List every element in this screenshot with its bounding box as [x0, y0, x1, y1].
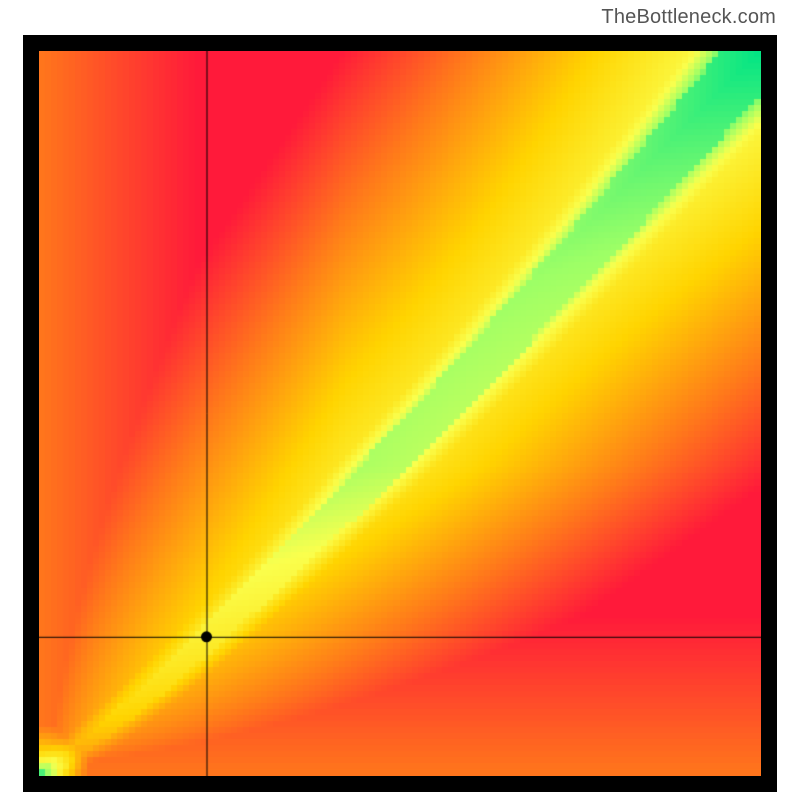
watermark-text: TheBottleneck.com	[601, 6, 776, 29]
chart-container: TheBottleneck.com	[0, 0, 800, 800]
plot-frame	[23, 35, 777, 792]
heatmap-canvas	[39, 51, 761, 776]
